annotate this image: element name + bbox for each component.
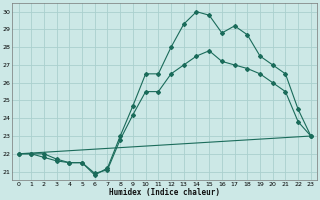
X-axis label: Humidex (Indice chaleur): Humidex (Indice chaleur) xyxy=(109,188,220,197)
